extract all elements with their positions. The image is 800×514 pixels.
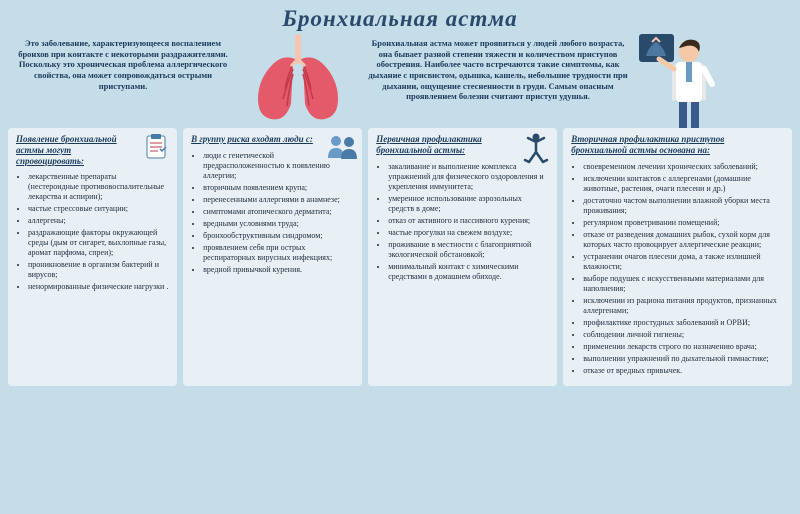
column-list: люди с генетической предрасположенностью…	[191, 151, 354, 275]
intro-right-text: Бронхиальная астма может проявиться у лю…	[368, 34, 628, 102]
list-item: вредными условиями труда;	[203, 219, 354, 229]
column-list: закаливание и выполнение комплекса упраж…	[376, 162, 549, 282]
list-item: аллергены;	[28, 216, 169, 226]
list-item: ненормированные физические нагрузки .	[28, 282, 169, 292]
list-item: применении лекарств строго по назначению…	[583, 342, 784, 352]
list-item: исключении из рациона питания продуктов,…	[583, 296, 784, 316]
list-item: вредной привычкой курения.	[203, 265, 354, 275]
list-item: раздражающие факторы окружающей среды (д…	[28, 228, 169, 258]
list-item: симптомами атопического дерматита;	[203, 207, 354, 217]
list-item: частые прогулки на свежем воздухе;	[388, 228, 549, 238]
list-item: бронхообструктивным синдромом;	[203, 231, 354, 241]
list-item: достаточно частом выполнении влажной убо…	[583, 196, 784, 216]
people-icon	[326, 132, 356, 162]
list-item: перенесенными аллергиями в анамнезе;	[203, 195, 354, 205]
column-risk-group: В группу риска входят люди с: люди с ген…	[183, 128, 362, 386]
yoga-icon	[521, 132, 551, 162]
list-item: лекарственные препараты (нестероидные пр…	[28, 172, 169, 202]
list-item: регулярном проветривании помещений;	[583, 218, 784, 228]
list-item: выборе подушек с искусственными материал…	[583, 274, 784, 294]
column-primary-prevention: Первичная профилактика бронхиальной астм…	[368, 128, 557, 386]
list-item: закаливание и выполнение комплекса упраж…	[388, 162, 549, 192]
column-triggers: Появление бронхиальной астмы могут спров…	[8, 128, 177, 386]
list-item: умеренное использование аэрозольных сред…	[388, 194, 549, 214]
clipboard-icon	[141, 132, 171, 162]
list-item: проживание в местности с благоприятной э…	[388, 240, 549, 260]
lungs-icon	[243, 34, 353, 124]
list-item: исключении контактов с аллергенами (дома…	[583, 174, 784, 194]
list-item: отказе от разведения домашних рыбок, сух…	[583, 230, 784, 250]
intro-left-text: Это заболевание, характеризующееся воспа…	[18, 34, 228, 91]
list-item: вторичным появлением крупа;	[203, 183, 354, 193]
header-row: Это заболевание, характеризующееся воспа…	[0, 34, 800, 128]
list-item: выполнении упражнений по дыхательной гим…	[583, 354, 784, 364]
list-item: соблюдении личной гигиены;	[583, 330, 784, 340]
lungs-illustration	[238, 34, 358, 124]
column-list: лекарственные препараты (нестероидные пр…	[16, 172, 169, 292]
list-item: отказ от активного и пассивного курения;	[388, 216, 549, 226]
column-list: своевременном лечении хронических заболе…	[571, 162, 784, 376]
list-item: проникновение в организм бактерий и виру…	[28, 260, 169, 280]
list-item: минимальный контакт с химическими средст…	[388, 262, 549, 282]
columns-container: Появление бронхиальной астмы могут спров…	[0, 128, 800, 386]
list-item: устранении очагов плесени дома, а также …	[583, 252, 784, 272]
list-item: профилактике простудных заболеваний и ОР…	[583, 318, 784, 328]
list-item: проявлением себя при острых респираторны…	[203, 243, 354, 263]
column-heading: Вторичная профилактика приступов бронхиа…	[571, 134, 784, 156]
column-secondary-prevention: Вторичная профилактика приступов бронхиа…	[563, 128, 792, 386]
list-item: своевременном лечении хронических заболе…	[583, 162, 784, 172]
list-item: отказе от вредных привычек.	[583, 366, 784, 376]
list-item: частые стрессовые ситуации;	[28, 204, 169, 214]
